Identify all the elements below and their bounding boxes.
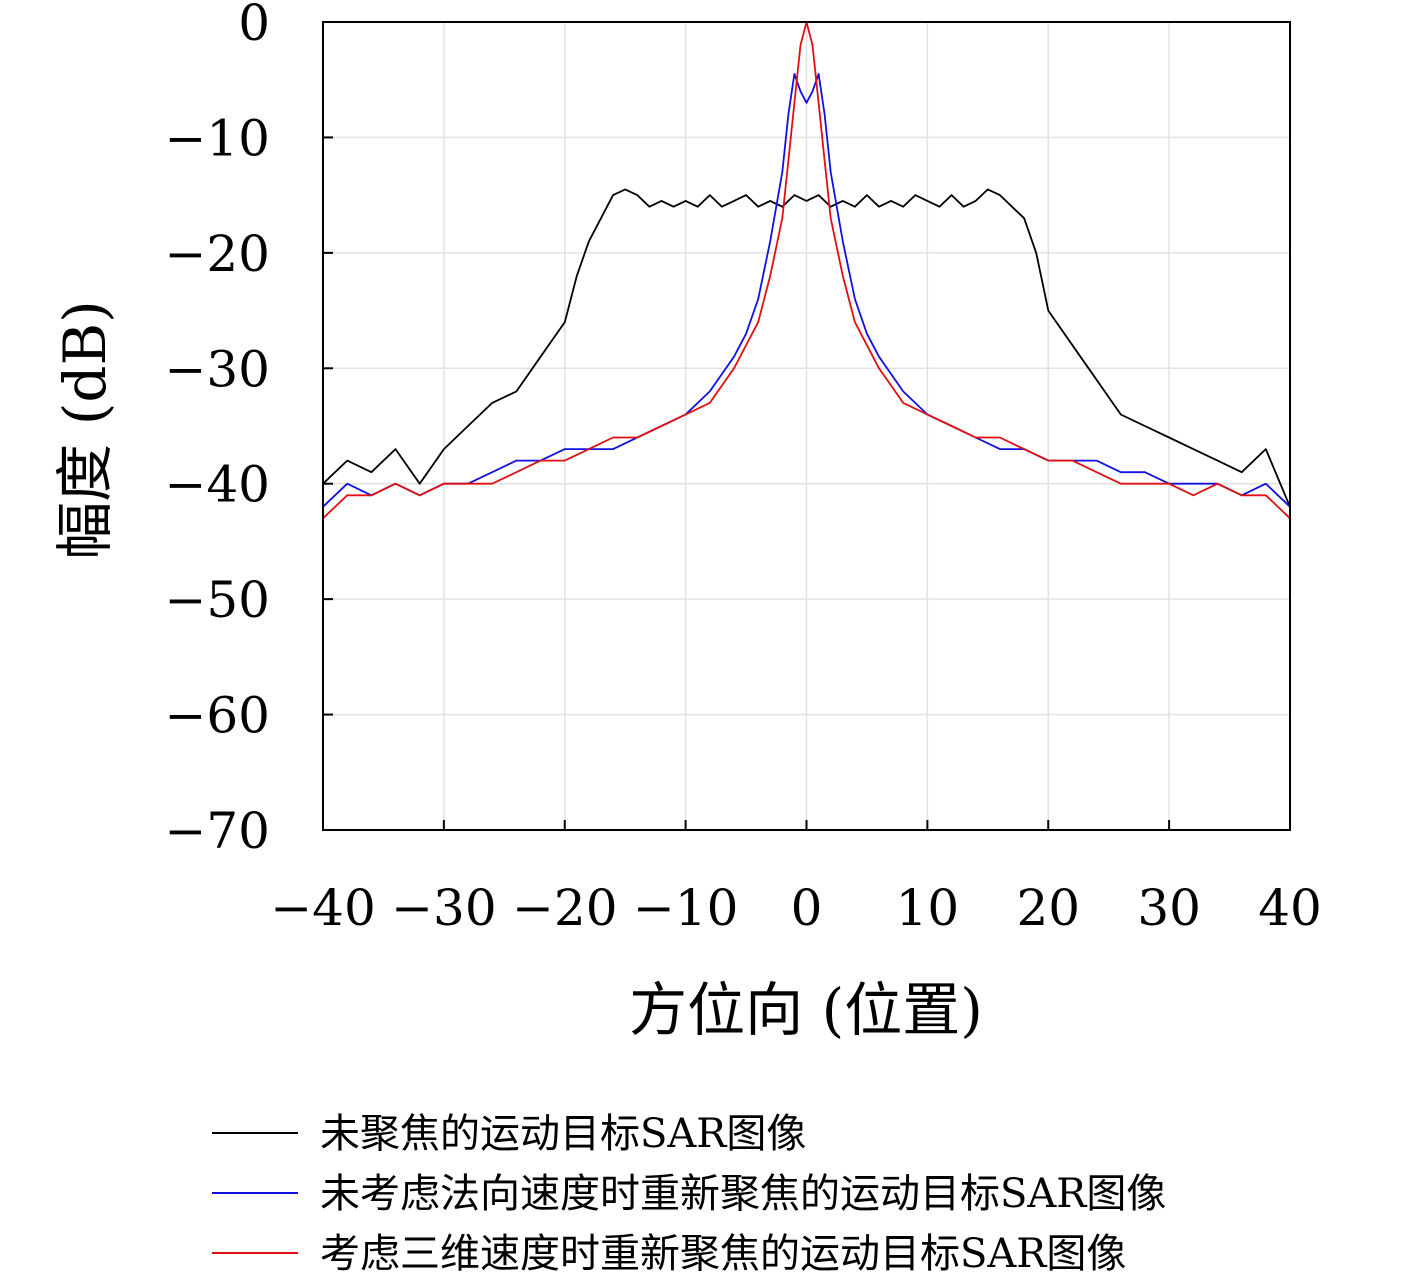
x-tick-label: 30 (1137, 879, 1201, 937)
y-tick-label: −50 (164, 571, 270, 629)
x-axis-title: 方位向 (位置) (629, 976, 983, 1044)
ticks: −40 −30 −20 −10 0 10 20 30 40 0 −10 −20 −30 −40 −50 −60… (164, 0, 1321, 937)
y-tick-label: −70 (164, 802, 270, 860)
legend-label-3: 考虑三维速度时重新聚焦的运动目标SAR图像 (320, 1231, 1126, 1277)
legend: 未聚焦的运动目标SAR图像未考虑法向速度时重新聚焦的运动目标SAR图像考虑三维速… (212, 1111, 1166, 1277)
x-tick-label: −40 (270, 879, 376, 937)
y-tick-label: −40 (164, 456, 270, 514)
x-tick-label: 10 (896, 879, 960, 937)
x-tick-label: 20 (1016, 879, 1080, 937)
x-tick-label: 40 (1258, 879, 1322, 937)
x-tick-label: 0 (791, 879, 823, 937)
series-line-1 (322, 188, 1291, 508)
y-tick-label: −30 (164, 340, 270, 398)
y-axis-title: 幅度 (dB) (51, 300, 119, 559)
series-line-2 (322, 73, 1291, 508)
legend-label-2: 未考虑法向速度时重新聚焦的运动目标SAR图像 (320, 1171, 1166, 1217)
x-tick-label: −10 (633, 879, 739, 937)
y-tick-label: 0 (238, 0, 270, 52)
y-tick-label: −60 (164, 687, 270, 745)
x-tick-label: −20 (512, 879, 618, 937)
y-tick-label: −10 (164, 109, 270, 167)
legend-label-1: 未聚焦的运动目标SAR图像 (320, 1111, 806, 1157)
x-tick-label: −30 (391, 879, 497, 937)
y-tick-label: −20 (164, 225, 270, 283)
